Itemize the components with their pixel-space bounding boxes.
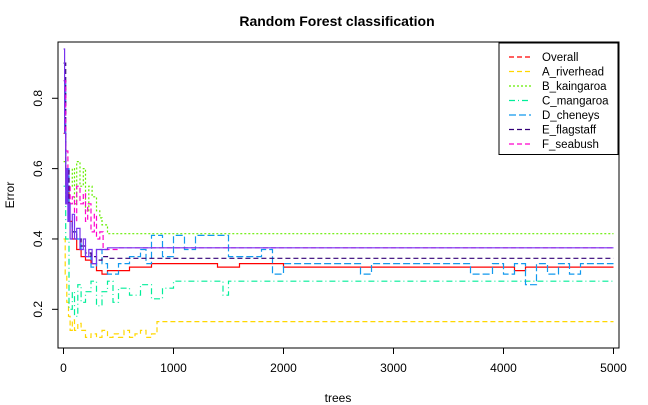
x-tick-label: 1000	[160, 361, 187, 375]
legend-label: C_mangaroa	[542, 96, 609, 108]
y-tick-label: 0.8	[31, 90, 45, 107]
series-line-4	[63, 80, 614, 286]
legend-label: A_riverhead	[542, 67, 604, 79]
series-line-0	[63, 132, 614, 275]
series-layer	[63, 48, 614, 338]
legend-label: Overall	[542, 52, 578, 64]
x-tick-label: 2000	[270, 361, 297, 375]
legend-label: B_kaingaroa	[542, 81, 607, 93]
y-tick-label: 0.6	[31, 160, 45, 177]
x-tick-label: 4000	[490, 361, 517, 375]
legend-box	[498, 42, 619, 155]
chart-title: Random Forest classification	[239, 13, 434, 29]
legend-label: D_cheneys	[542, 110, 600, 122]
y-tick-label: 0.4	[31, 230, 45, 247]
legend-label: F_seabush	[542, 139, 599, 151]
legend-label: E_flagstaff	[542, 125, 597, 137]
x-axis-label: trees	[325, 391, 352, 405]
axis-layer: 0 1000 2000 3000 4000 5000 0.2 0.4 0.6 0.8	[31, 90, 627, 375]
legend: Overall A_riverhead B_kaingaroa C_mangaroa D…	[498, 42, 619, 155]
y-tick-label: 0.2	[31, 301, 45, 318]
series-line-1	[63, 238, 614, 338]
y-axis-label: Error	[3, 182, 17, 209]
x-tick-label: 0	[60, 361, 67, 375]
x-tick-label: 3000	[380, 361, 407, 375]
series-line-7	[63, 48, 614, 265]
series-line-3	[63, 185, 614, 317]
series-line-6	[63, 80, 614, 251]
series-line-2	[63, 161, 614, 235]
x-tick-label: 5000	[600, 361, 627, 375]
